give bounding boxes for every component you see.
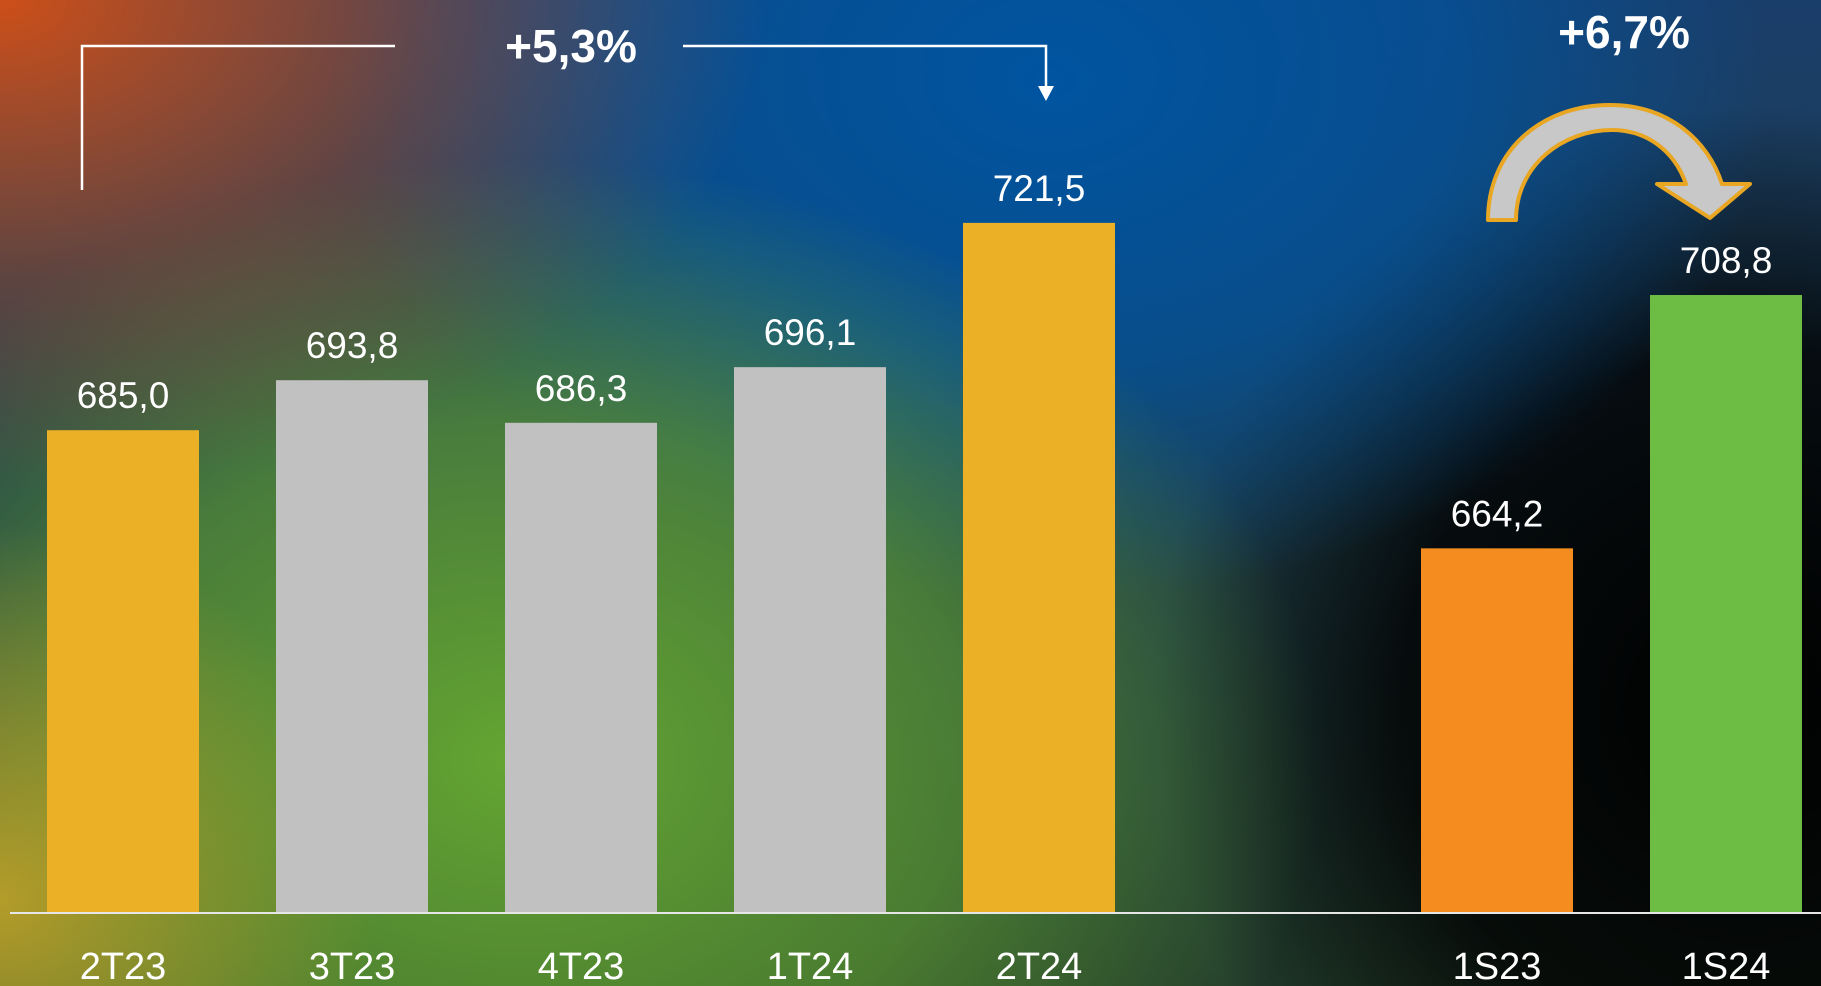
category-label-1s24: 1S24 xyxy=(1682,946,1771,986)
bracket-arrowhead xyxy=(1038,86,1054,101)
value-label-1s23: 664,2 xyxy=(1451,493,1544,534)
category-label-1t24: 1T24 xyxy=(767,946,854,986)
bar-1t24 xyxy=(734,367,886,914)
value-label-1t24: 696,1 xyxy=(764,312,857,353)
curved-arrow-icon xyxy=(1486,103,1752,222)
bracket-line-right xyxy=(683,44,1048,92)
value-label-2t24: 721,5 xyxy=(993,168,1086,209)
bar-2t23 xyxy=(47,430,199,913)
bar-1s24 xyxy=(1650,295,1802,913)
category-label-2t24: 2T24 xyxy=(996,946,1083,986)
category-labels: 2T23 3T23 4T23 1T24 2T24 1S23 1S24 xyxy=(80,946,1771,986)
category-label-1s23: 1S23 xyxy=(1453,946,1542,986)
bar-3t23 xyxy=(276,380,428,913)
value-labels: 685,0 693,8 686,3 696,1 721,5 664,2 708,8 xyxy=(77,168,1773,534)
value-label-3t23: 693,8 xyxy=(306,325,399,366)
growth-label-semester: +6,7% xyxy=(1558,6,1690,58)
bar-2t24 xyxy=(963,222,1115,913)
value-label-1s24: 708,8 xyxy=(1680,240,1773,281)
category-label-4t23: 4T23 xyxy=(538,946,625,986)
category-label-3t23: 3T23 xyxy=(309,946,396,986)
value-label-4t23: 686,3 xyxy=(535,368,628,409)
category-label-2t23: 2T23 xyxy=(80,946,167,986)
bar-4t23 xyxy=(505,422,657,913)
bar-1s23 xyxy=(1421,548,1573,913)
growth-annotation-quarterly: +5,3% xyxy=(80,20,1054,190)
bracket-line-left xyxy=(80,44,395,190)
bar-group xyxy=(47,222,1802,914)
growth-label-quarterly: +5,3% xyxy=(505,20,637,72)
growth-annotation-semester: +6,7% xyxy=(1486,6,1752,222)
value-label-2t23: 685,0 xyxy=(77,375,170,416)
